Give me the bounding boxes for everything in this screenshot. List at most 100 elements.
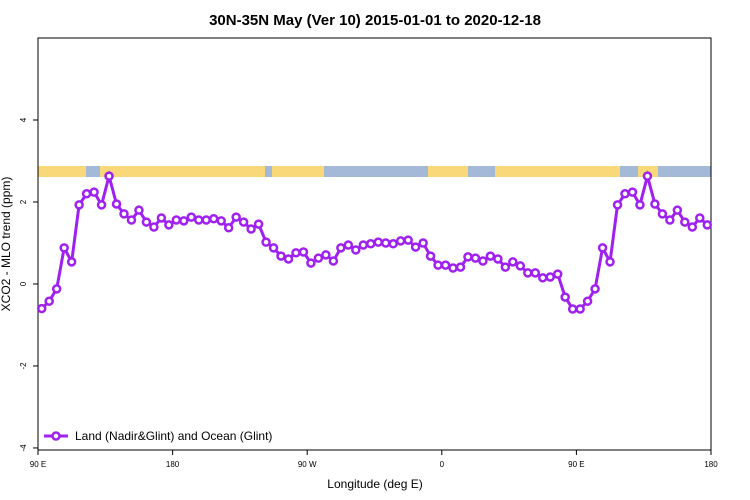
x-tick-label: 0 bbox=[440, 460, 445, 469]
data-point bbox=[448, 263, 458, 273]
data-point bbox=[111, 199, 122, 209]
data-point bbox=[538, 273, 548, 283]
legend-label: Land (Nadir&Glint) and Ocean (Glint) bbox=[75, 429, 272, 443]
data-point bbox=[283, 254, 294, 264]
y-tick-label: 0 bbox=[19, 281, 28, 286]
data-point bbox=[665, 215, 675, 225]
data-point bbox=[695, 213, 705, 223]
data-point bbox=[208, 214, 219, 224]
data-point bbox=[171, 215, 182, 225]
data-point bbox=[605, 257, 615, 267]
data-point bbox=[59, 243, 69, 253]
plot-frame bbox=[37, 37, 712, 451]
y-tick-label: 2 bbox=[19, 199, 28, 204]
data-point bbox=[418, 238, 428, 248]
data-point bbox=[276, 251, 286, 261]
data-point bbox=[672, 205, 683, 215]
x-axis-label: Longitude (deg E) bbox=[327, 477, 422, 491]
data-point bbox=[627, 187, 638, 197]
land bbox=[428, 166, 468, 177]
data-point bbox=[246, 224, 256, 234]
data-point bbox=[470, 253, 481, 263]
data-point bbox=[545, 272, 555, 282]
data-point bbox=[306, 258, 316, 268]
x-tick-label: 90 E bbox=[30, 460, 46, 469]
data-point bbox=[336, 243, 346, 253]
y-tick-label: 4 bbox=[19, 117, 28, 122]
data-point bbox=[642, 171, 653, 181]
data-point bbox=[104, 171, 114, 181]
data-point bbox=[36, 303, 47, 314]
land bbox=[272, 166, 324, 177]
data-point bbox=[74, 200, 84, 210]
data-point bbox=[635, 200, 645, 210]
data-point bbox=[313, 253, 324, 263]
data-point bbox=[343, 240, 354, 250]
y-axis-label: XCO2 - MLO trend (ppm) bbox=[0, 177, 13, 312]
data-point bbox=[321, 250, 331, 260]
data-point bbox=[530, 268, 541, 278]
ocean bbox=[38, 166, 711, 177]
data-point bbox=[268, 243, 279, 253]
data-point bbox=[552, 269, 563, 279]
data-point bbox=[149, 222, 159, 232]
data-point bbox=[433, 260, 443, 270]
data-point bbox=[96, 200, 107, 210]
y-tick-label: -2 bbox=[19, 362, 28, 370]
data-point bbox=[597, 243, 608, 253]
data-point bbox=[582, 296, 593, 306]
data-point bbox=[351, 245, 361, 255]
data-point bbox=[179, 216, 189, 226]
data-point bbox=[358, 240, 369, 250]
x-tick-label: 180 bbox=[166, 460, 180, 469]
data-point bbox=[410, 242, 421, 252]
x-tick-label: 90 W bbox=[298, 460, 317, 469]
data-point bbox=[164, 220, 174, 230]
data-point bbox=[291, 248, 301, 258]
data-point bbox=[395, 236, 406, 246]
land bbox=[38, 166, 86, 177]
data-point bbox=[373, 237, 383, 247]
land bbox=[100, 166, 265, 177]
data-point bbox=[231, 212, 241, 222]
data-point bbox=[508, 257, 518, 267]
data-point bbox=[493, 254, 503, 264]
data-point bbox=[89, 187, 99, 197]
data-point bbox=[380, 238, 391, 248]
data-point bbox=[51, 284, 62, 294]
data-point bbox=[560, 292, 570, 302]
data-point bbox=[201, 215, 211, 225]
data-point bbox=[186, 212, 197, 222]
data-point bbox=[134, 205, 144, 215]
data-point bbox=[328, 256, 339, 266]
data-point bbox=[403, 235, 413, 245]
data-point bbox=[575, 304, 585, 314]
data-point bbox=[485, 251, 496, 261]
data-point bbox=[194, 215, 204, 225]
data-point bbox=[567, 304, 578, 314]
data-point bbox=[44, 296, 54, 306]
data-point bbox=[261, 237, 271, 247]
data-point bbox=[253, 219, 264, 229]
data-point bbox=[620, 189, 630, 199]
data-point bbox=[687, 222, 698, 232]
data-point bbox=[523, 268, 533, 278]
data-point bbox=[650, 199, 660, 209]
x-tick-label: 180 bbox=[704, 460, 718, 469]
data-point bbox=[455, 262, 466, 272]
data-point bbox=[216, 216, 226, 226]
data-point bbox=[590, 284, 600, 294]
data-point bbox=[388, 239, 398, 249]
data-point bbox=[680, 217, 690, 227]
data-point bbox=[119, 209, 129, 219]
data-point bbox=[500, 262, 511, 272]
data-point bbox=[463, 252, 473, 262]
data-point bbox=[141, 217, 152, 227]
data-point bbox=[126, 215, 137, 225]
x-tick-label: 90 E bbox=[568, 460, 584, 469]
y-tick-label: -4 bbox=[19, 444, 28, 452]
data-point bbox=[702, 220, 713, 230]
data-point bbox=[425, 251, 436, 261]
data-point bbox=[612, 200, 623, 210]
